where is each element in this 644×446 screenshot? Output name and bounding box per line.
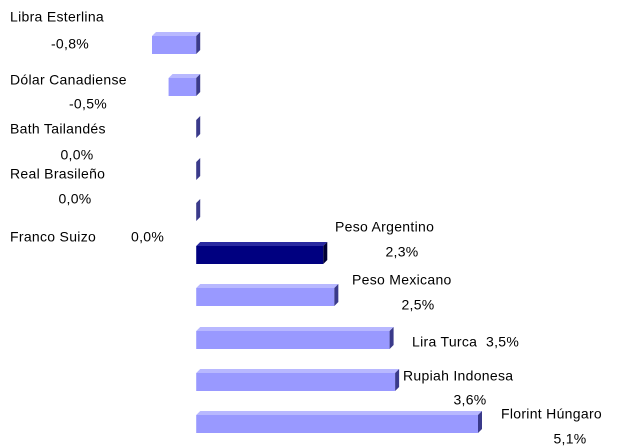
bar-side	[196, 199, 201, 221]
value-label: 2,5%	[401, 297, 434, 313]
value-label: 3,6%	[453, 392, 486, 408]
category-label: Rupiah Indonesa	[403, 368, 513, 384]
value-label: 5,1%	[553, 431, 586, 446]
bar-side	[196, 74, 201, 96]
bar	[152, 36, 197, 54]
bar	[196, 415, 479, 433]
bar-top	[168, 74, 201, 78]
bar-side	[389, 327, 394, 349]
category-label: Peso Mexicano	[352, 272, 452, 288]
value-label: -0,5%	[69, 96, 107, 112]
category-label: Peso Argentino	[335, 219, 434, 235]
bar	[196, 373, 396, 391]
bar	[196, 288, 335, 306]
bar-top	[196, 242, 328, 246]
bar-side	[196, 32, 201, 54]
value-label: 3,5%	[486, 334, 519, 350]
category-label: Real Brasileño	[10, 166, 105, 182]
bar-top	[196, 369, 400, 373]
bar	[196, 331, 390, 349]
value-label: -0,8%	[51, 36, 89, 52]
bar-top	[196, 327, 394, 331]
bar-top	[196, 411, 483, 415]
value-label: 2,3%	[385, 244, 418, 260]
bar-side	[478, 411, 482, 433]
category-label: Dólar Canadiense	[10, 72, 127, 88]
bar	[196, 246, 324, 264]
category-label: Bath Tailandés	[10, 121, 106, 137]
bar-side	[196, 116, 201, 138]
value-label: 0,0%	[131, 229, 164, 245]
bar	[168, 78, 197, 96]
bar-side	[196, 158, 201, 180]
category-label: Franco Suizo	[10, 229, 96, 245]
value-label: 0,0%	[60, 147, 93, 163]
bar-side	[395, 369, 400, 391]
category-label: Libra Esterlina	[10, 9, 104, 25]
bar-side	[323, 242, 328, 264]
value-label: 0,0%	[58, 191, 91, 207]
category-label: Lira Turca	[412, 334, 477, 350]
category-label: Florint Húngaro	[501, 406, 602, 422]
bar-side	[334, 284, 339, 306]
bar-top	[196, 284, 339, 288]
bar-top	[152, 32, 201, 36]
